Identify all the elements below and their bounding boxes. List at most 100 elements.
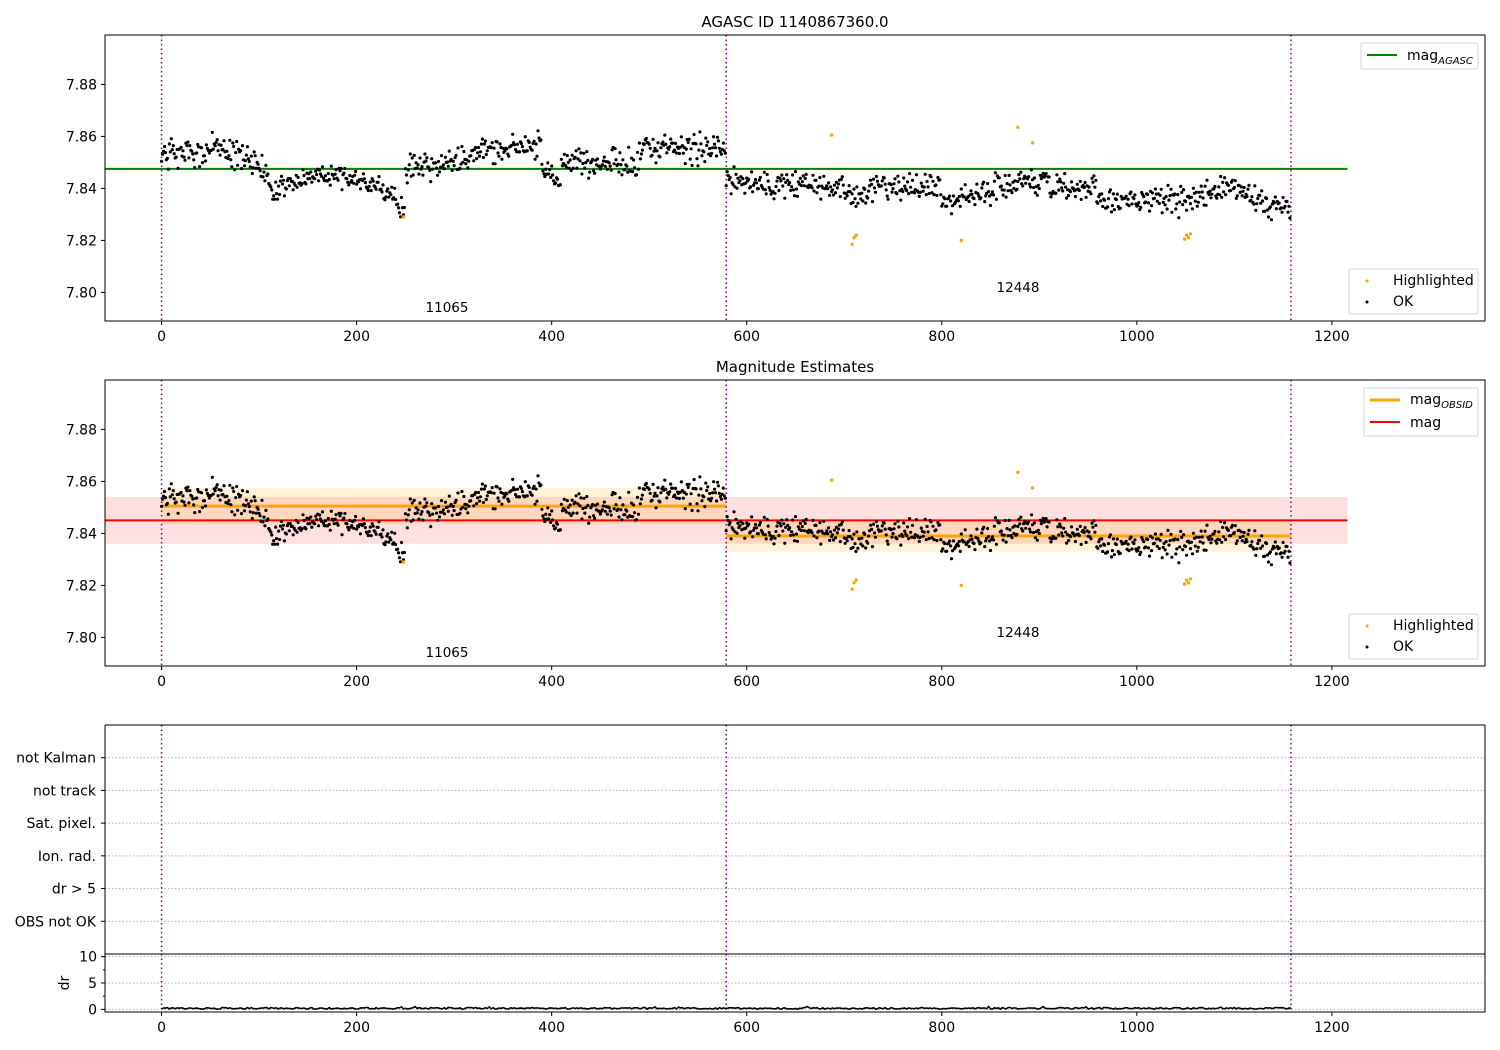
ok-point <box>1287 204 1291 208</box>
ok-point <box>419 167 423 171</box>
ok-point <box>252 495 256 499</box>
ok-point <box>1204 203 1208 207</box>
ok-point <box>617 170 621 174</box>
ok-point <box>163 496 168 500</box>
ok-point <box>406 513 410 517</box>
ok-point <box>404 173 408 177</box>
ok-point <box>476 145 481 150</box>
ok-point <box>213 144 217 148</box>
x-tick-label: 200 <box>343 674 370 690</box>
ok-point <box>513 143 517 147</box>
ok-point <box>352 526 356 530</box>
ok-point <box>653 491 657 495</box>
ok-point <box>578 159 582 163</box>
ok-point <box>618 496 622 500</box>
ok-point <box>417 172 421 176</box>
ok-point <box>1169 187 1173 191</box>
ok-point <box>309 170 313 174</box>
legend-1-highlighted-marker <box>1365 279 1369 283</box>
ok-point <box>795 194 800 198</box>
ok-point <box>1260 534 1264 538</box>
ok-point <box>591 502 595 507</box>
ok-point <box>345 522 349 526</box>
ok-point <box>1063 172 1067 176</box>
ok-point <box>774 529 778 534</box>
ok-point <box>673 493 677 497</box>
ok-point <box>799 528 803 533</box>
ok-point <box>789 188 793 192</box>
ok-point <box>917 539 921 544</box>
x-tick-label: 0 <box>157 674 166 690</box>
ok-point <box>765 517 769 522</box>
ok-point <box>804 172 808 176</box>
ok-point <box>1252 547 1256 551</box>
ok-point <box>598 512 603 516</box>
ok-point <box>889 528 893 532</box>
ok-point <box>669 137 673 141</box>
ok-point <box>1194 190 1198 194</box>
ok-point <box>1149 549 1154 553</box>
ok-point <box>480 482 484 486</box>
x-tick-label: 1200 <box>1314 329 1350 345</box>
axes-frame <box>104 379 1486 667</box>
ok-point <box>368 525 372 529</box>
ok-point <box>764 537 768 541</box>
ok-point <box>476 496 480 500</box>
ok-point <box>498 487 502 491</box>
ok-point <box>729 537 733 541</box>
ok-point <box>1264 196 1269 201</box>
highlighted-point <box>854 233 858 237</box>
ok-point <box>927 192 931 196</box>
ok-point <box>450 513 454 518</box>
ok-point <box>938 523 942 527</box>
ok-point <box>1035 193 1039 197</box>
ok-point <box>1185 553 1189 557</box>
ok-point <box>697 148 701 152</box>
ok-point <box>232 144 236 149</box>
ok-point <box>371 179 375 183</box>
ok-point <box>949 557 954 561</box>
ok-point <box>215 138 219 142</box>
ok-point <box>183 503 187 507</box>
ok-point <box>179 145 183 150</box>
ok-point <box>600 163 605 167</box>
ok-point <box>558 528 563 532</box>
ok-point <box>278 537 282 542</box>
ok-point <box>593 516 597 520</box>
ok-point <box>688 502 692 506</box>
ok-point <box>585 495 589 499</box>
ok-point <box>219 143 223 147</box>
ok-point <box>631 170 635 174</box>
ok-point <box>1084 195 1088 199</box>
panel-magnitude-points <box>160 470 1292 591</box>
ok-point <box>188 144 192 148</box>
ok-point <box>203 504 208 508</box>
ok-point <box>890 190 894 194</box>
ok-point <box>747 522 751 526</box>
ok-point <box>579 151 583 155</box>
ok-point <box>1250 195 1254 199</box>
ok-point <box>273 197 277 201</box>
ok-point <box>1239 185 1243 189</box>
ok-point <box>982 180 986 184</box>
ok-point <box>704 481 708 485</box>
ok-point <box>935 538 939 543</box>
ok-point <box>1178 545 1182 549</box>
ok-point <box>1041 516 1045 520</box>
ok-point <box>247 504 251 509</box>
ok-point <box>443 500 447 504</box>
ok-point <box>671 141 675 145</box>
ok-point <box>1033 191 1037 195</box>
panel-magnitude-title: Magnitude Estimates <box>716 358 874 376</box>
ok-point <box>1213 184 1217 189</box>
ok-point <box>825 184 829 188</box>
ok-point <box>402 205 406 210</box>
ok-point <box>239 149 243 153</box>
ok-point <box>926 530 930 534</box>
ok-point <box>200 506 205 510</box>
ok-point <box>327 522 331 527</box>
ok-point <box>639 497 644 501</box>
ok-point <box>681 151 685 155</box>
ok-point <box>269 530 273 534</box>
obsid-label-11065-p2: 11065 <box>426 645 469 661</box>
